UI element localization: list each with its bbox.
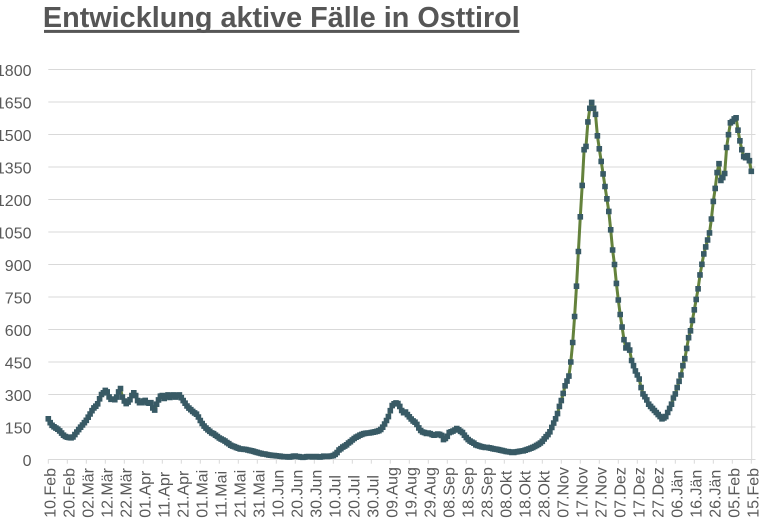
svg-text:28.Okt: 28.Okt — [537, 470, 554, 518]
svg-text:01.Apr: 01.Apr — [138, 470, 155, 518]
svg-text:19.Aug: 19.Aug — [404, 467, 421, 518]
svg-text:16.Jän: 16.Jän — [689, 470, 706, 518]
svg-text:27.Dez: 27.Dez — [651, 467, 668, 518]
svg-text:150: 150 — [5, 420, 32, 437]
svg-text:10.Jun: 10.Jun — [271, 470, 288, 518]
svg-text:300: 300 — [5, 388, 32, 405]
svg-text:29.Aug: 29.Aug — [423, 467, 440, 518]
svg-text:20.Jun: 20.Jun — [290, 470, 307, 518]
svg-text:05.Feb: 05.Feb — [727, 468, 744, 518]
svg-text:26.Jän: 26.Jän — [708, 470, 725, 518]
svg-text:27.Nov: 27.Nov — [594, 467, 611, 518]
svg-text:20.Feb: 20.Feb — [62, 468, 79, 518]
svg-text:21.Mai: 21.Mai — [233, 470, 250, 518]
svg-text:01.Mai: 01.Mai — [195, 470, 212, 518]
svg-text:22.Mär: 22.Mär — [119, 467, 136, 517]
svg-text:10.Feb: 10.Feb — [43, 468, 60, 518]
svg-text:1350: 1350 — [0, 160, 32, 177]
svg-text:1200: 1200 — [0, 193, 32, 210]
svg-text:10.Jul: 10.Jul — [328, 475, 345, 518]
svg-text:21.Apr: 21.Apr — [176, 470, 193, 518]
svg-text:750: 750 — [5, 290, 32, 307]
svg-text:1800: 1800 — [0, 63, 32, 80]
svg-text:900: 900 — [5, 258, 32, 275]
svg-text:17.Dez: 17.Dez — [632, 467, 649, 518]
svg-text:08.Sep: 08.Sep — [442, 467, 459, 518]
svg-text:15.Feb: 15.Feb — [746, 468, 763, 518]
svg-text:1650: 1650 — [0, 95, 32, 112]
svg-text:07.Nov: 07.Nov — [556, 467, 573, 518]
svg-text:450: 450 — [5, 355, 32, 372]
svg-text:0: 0 — [23, 453, 32, 470]
svg-text:600: 600 — [5, 323, 32, 340]
svg-text:12.Mär: 12.Mär — [100, 467, 117, 517]
svg-text:18.Okt: 18.Okt — [518, 470, 535, 518]
svg-text:08.Okt: 08.Okt — [499, 470, 516, 518]
svg-text:30.Jun: 30.Jun — [309, 470, 326, 518]
svg-text:20.Jul: 20.Jul — [347, 475, 364, 518]
svg-text:1500: 1500 — [0, 128, 32, 145]
svg-text:11.Apr: 11.Apr — [157, 471, 174, 518]
svg-text:Entwicklung aktive Fälle in Os: Entwicklung aktive Fälle in Osttirol — [43, 2, 520, 34]
svg-text:28.Sep: 28.Sep — [480, 467, 497, 518]
svg-text:11.Mai: 11.Mai — [214, 471, 231, 518]
svg-text:18.Sep: 18.Sep — [461, 467, 478, 518]
svg-text:07.Dez: 07.Dez — [613, 467, 630, 518]
svg-text:30.Jul: 30.Jul — [366, 475, 383, 518]
svg-text:06.Jän: 06.Jän — [670, 470, 687, 518]
svg-text:09.Aug: 09.Aug — [385, 467, 402, 518]
svg-text:1050: 1050 — [0, 225, 32, 242]
svg-text:31.Mai: 31.Mai — [252, 470, 269, 518]
svg-text:02.Mär: 02.Mär — [81, 467, 98, 517]
svg-text:17.Nov: 17.Nov — [575, 467, 592, 518]
